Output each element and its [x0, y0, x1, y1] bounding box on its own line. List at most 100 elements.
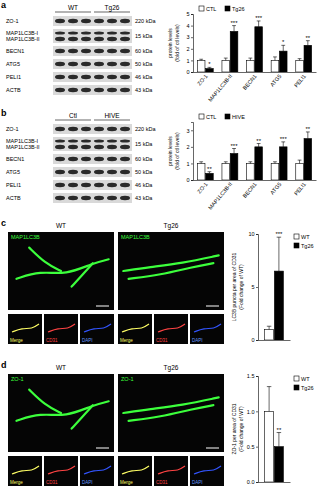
micrographs: WTZO-1MergeCD31DAPITg26ZO-1MergeCD31DAPI	[8, 364, 224, 486]
blot-band	[68, 49, 78, 53]
panel-letter: b	[1, 108, 7, 118]
blot-band	[94, 127, 104, 131]
y-axis-title: protein levels	[167, 28, 173, 58]
vessel	[16, 259, 108, 279]
panel-letter: a	[1, 0, 7, 10]
tick-mark	[256, 447, 258, 448]
error-whisker	[283, 45, 284, 51]
bar	[274, 271, 283, 340]
x-tick: ATG5	[269, 73, 283, 88]
blot-size-label: 46 kDa	[135, 74, 153, 80]
error-whisker	[269, 326, 270, 329]
blot-band	[55, 140, 65, 143]
error-bar	[273, 57, 277, 60]
tick-mark	[191, 180, 193, 181]
error-whisker	[250, 58, 251, 60]
error-cap	[298, 160, 302, 161]
group-underline	[55, 12, 91, 13]
tick-mark	[191, 37, 193, 38]
blot-size-label: 220 kDa	[135, 126, 156, 132]
bar	[274, 447, 283, 482]
blot-band	[81, 145, 91, 149]
bar	[222, 163, 230, 180]
blot-band	[81, 88, 91, 92]
error-bar	[306, 41, 310, 46]
vessel	[129, 263, 214, 279]
y-tick: 5	[251, 284, 258, 290]
legend-swatch	[199, 6, 204, 11]
error-whisker	[278, 237, 279, 271]
blot-size-label: 43 kDa	[135, 87, 153, 93]
blot-band	[55, 170, 65, 174]
legend-label: WT	[301, 234, 310, 240]
sub-image-label: DAPI	[192, 338, 203, 343]
group-label: Tg26	[164, 222, 179, 230]
significance: **	[306, 35, 311, 41]
blot-band	[107, 183, 117, 187]
group-label: WT	[68, 4, 78, 11]
blot-band	[81, 32, 91, 35]
blot-size-label: 60 kDa	[135, 48, 153, 54]
error-bar	[306, 132, 310, 139]
blot-strip	[53, 29, 132, 43]
y-tick: 4	[186, 23, 193, 29]
blot-band	[120, 62, 130, 66]
blot-band	[94, 37, 104, 41]
bar	[247, 60, 255, 72]
image	[118, 374, 224, 452]
x-tick: BECN1	[241, 181, 257, 199]
blot-band	[81, 49, 91, 53]
tick-label: 2	[186, 46, 189, 52]
tick-label: 2	[186, 144, 189, 150]
error-whisker	[274, 57, 275, 60]
sub-image-label: CD31	[156, 338, 168, 343]
stain-label: MAP1LC3B	[11, 234, 40, 240]
blot-band	[55, 183, 65, 187]
blot-band	[120, 196, 130, 200]
blot-band	[107, 157, 117, 161]
blot-band	[120, 157, 130, 161]
error-bar	[277, 237, 282, 271]
blot-strip	[53, 72, 132, 82]
legend-swatch	[294, 234, 299, 239]
blot-strip	[53, 16, 132, 26]
error-bar	[208, 67, 212, 68]
error-whisker	[307, 41, 308, 46]
vessel	[129, 405, 214, 421]
sub-image-label: DAPI	[82, 480, 93, 485]
blot-row-label: MAP1LC3B-II	[6, 36, 40, 42]
significance: ***	[280, 136, 288, 142]
blot-band	[94, 32, 104, 35]
error-bar	[281, 142, 285, 147]
blot-band	[94, 183, 104, 187]
sub-image	[80, 314, 114, 344]
blot-band	[81, 140, 91, 143]
x-tick: BECN1	[241, 73, 257, 91]
bar	[265, 411, 274, 482]
scale-bar	[96, 448, 109, 449]
vessel	[123, 397, 218, 413]
blot-band	[94, 196, 104, 200]
legend-swatch	[225, 114, 230, 119]
y-tick: 0.0	[247, 479, 258, 485]
sub-image-label: DAPI	[82, 338, 93, 343]
blot-band	[120, 88, 130, 92]
x-tick: MAP1LC3B-II	[207, 181, 234, 211]
image	[8, 374, 114, 452]
bar	[304, 139, 312, 180]
blot-band	[55, 157, 65, 161]
x-tick: ZO-1	[196, 181, 209, 194]
tick-label: 0	[251, 337, 254, 343]
error-bar	[199, 59, 203, 60]
y-axis-title: (Fold change of WT)	[238, 264, 244, 310]
sub-image	[44, 314, 78, 344]
blot-band	[81, 127, 91, 131]
blot-band	[68, 157, 78, 161]
micrographs: WTMAP1LC3BMergeCD31DAPITg26MAP1LC3BMerge…	[8, 222, 224, 344]
blot-band	[120, 170, 130, 174]
blot-strip	[53, 124, 132, 134]
plot-area	[197, 21, 311, 72]
tick-label: ZO-1	[196, 73, 209, 86]
bar	[197, 163, 205, 180]
group-label: Ctl	[69, 112, 78, 119]
